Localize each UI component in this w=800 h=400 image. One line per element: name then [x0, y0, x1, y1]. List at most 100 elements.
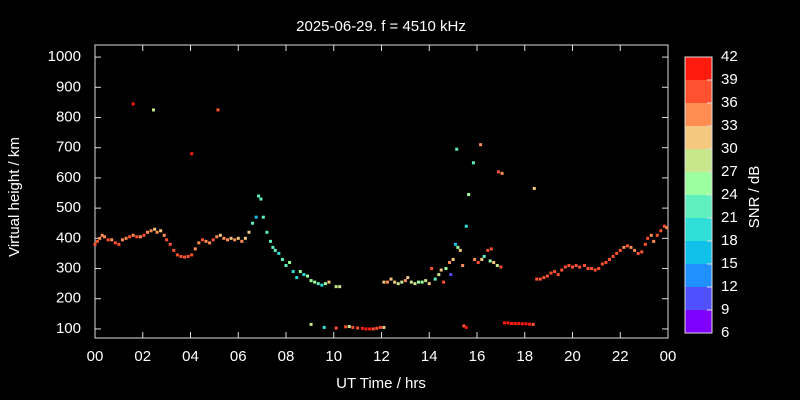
data-point	[103, 235, 107, 239]
data-point	[462, 324, 466, 328]
data-point	[471, 161, 475, 165]
data-point	[128, 235, 132, 239]
data-point	[571, 265, 574, 269]
data-point	[240, 239, 244, 243]
x-tick-label: 02	[134, 348, 151, 365]
data-point	[563, 265, 567, 269]
data-point	[389, 277, 393, 281]
data-point	[396, 282, 400, 286]
data-point	[482, 254, 486, 258]
data-point	[480, 257, 484, 261]
data-point	[124, 236, 128, 240]
colorbar-band	[685, 310, 712, 333]
data-point	[590, 267, 594, 271]
data-point	[461, 264, 465, 268]
y-tick-label: 800	[56, 108, 81, 125]
data-point	[652, 239, 656, 243]
colorbar-band	[685, 172, 712, 195]
data-point	[506, 321, 510, 325]
data-point	[535, 277, 539, 281]
colorbar-band	[685, 195, 712, 218]
x-tick-label: 14	[421, 348, 438, 365]
x-tick-label: 06	[230, 348, 247, 365]
data-point	[162, 233, 166, 237]
data-point	[489, 247, 493, 251]
data-point	[215, 235, 219, 239]
colorbar-band	[685, 218, 712, 241]
data-point	[254, 215, 258, 219]
data-point	[417, 280, 421, 284]
data-point	[243, 236, 247, 240]
data-point	[190, 152, 194, 156]
data-point	[151, 108, 155, 112]
data-point	[542, 276, 546, 280]
data-point	[659, 229, 663, 233]
data-point	[309, 279, 313, 283]
colorbar-tick-label: 21	[721, 209, 738, 226]
x-tick-label: 20	[564, 348, 581, 365]
data-point	[458, 248, 462, 252]
data-point	[320, 283, 324, 287]
data-point	[427, 282, 431, 286]
data-point	[193, 247, 197, 251]
colorbar-band	[685, 103, 712, 126]
data-point	[98, 236, 102, 240]
data-point	[439, 268, 443, 272]
data-point	[385, 280, 389, 284]
data-point	[175, 253, 179, 257]
data-point	[135, 235, 139, 239]
data-point	[636, 251, 640, 255]
data-point	[204, 239, 208, 243]
data-point	[382, 325, 386, 329]
data-point	[464, 325, 468, 329]
data-point	[496, 170, 500, 174]
data-point	[261, 215, 265, 219]
data-point	[149, 229, 153, 233]
data-point	[356, 326, 360, 330]
data-point	[298, 270, 302, 274]
data-point	[488, 259, 492, 263]
y-tick-label: 700	[56, 139, 81, 156]
colorbar-tick-label: 12	[721, 278, 738, 295]
data-point	[615, 251, 619, 255]
data-point	[371, 327, 375, 331]
y-tick-label: 600	[56, 169, 81, 186]
data-point	[265, 230, 269, 234]
y-tick-label: 300	[56, 259, 81, 276]
data-point	[271, 245, 275, 249]
data-point	[179, 254, 183, 258]
data-point	[93, 242, 97, 246]
data-point	[553, 270, 557, 274]
data-point	[338, 285, 342, 289]
data-point	[313, 280, 317, 284]
data-point	[479, 143, 483, 147]
data-point	[486, 248, 490, 252]
data-point	[247, 230, 251, 234]
data-point	[604, 260, 608, 264]
data-point	[216, 108, 220, 112]
data-point	[532, 186, 536, 190]
data-point	[229, 236, 233, 240]
colorbar-tick-label: 36	[721, 94, 738, 111]
data-point	[197, 241, 201, 245]
x-axis-label: UT Time / hrs	[336, 375, 426, 392]
data-point	[520, 322, 524, 326]
data-point	[110, 238, 114, 242]
data-point	[448, 260, 452, 264]
data-point	[113, 241, 117, 245]
data-point	[608, 257, 612, 261]
data-point	[655, 233, 659, 237]
data-point	[280, 257, 284, 261]
data-point	[622, 245, 626, 249]
data-point	[574, 264, 578, 268]
colorbar-band	[685, 80, 712, 103]
data-point	[492, 260, 496, 264]
colorbar-tick-label: 33	[721, 117, 738, 134]
data-point	[257, 194, 261, 198]
chart-title: 2025-06-29. f = 4510 kHz	[296, 18, 466, 35]
colorbar-tick-label: 27	[721, 163, 738, 180]
data-point	[186, 254, 190, 258]
x-tick-label: 16	[469, 348, 486, 365]
